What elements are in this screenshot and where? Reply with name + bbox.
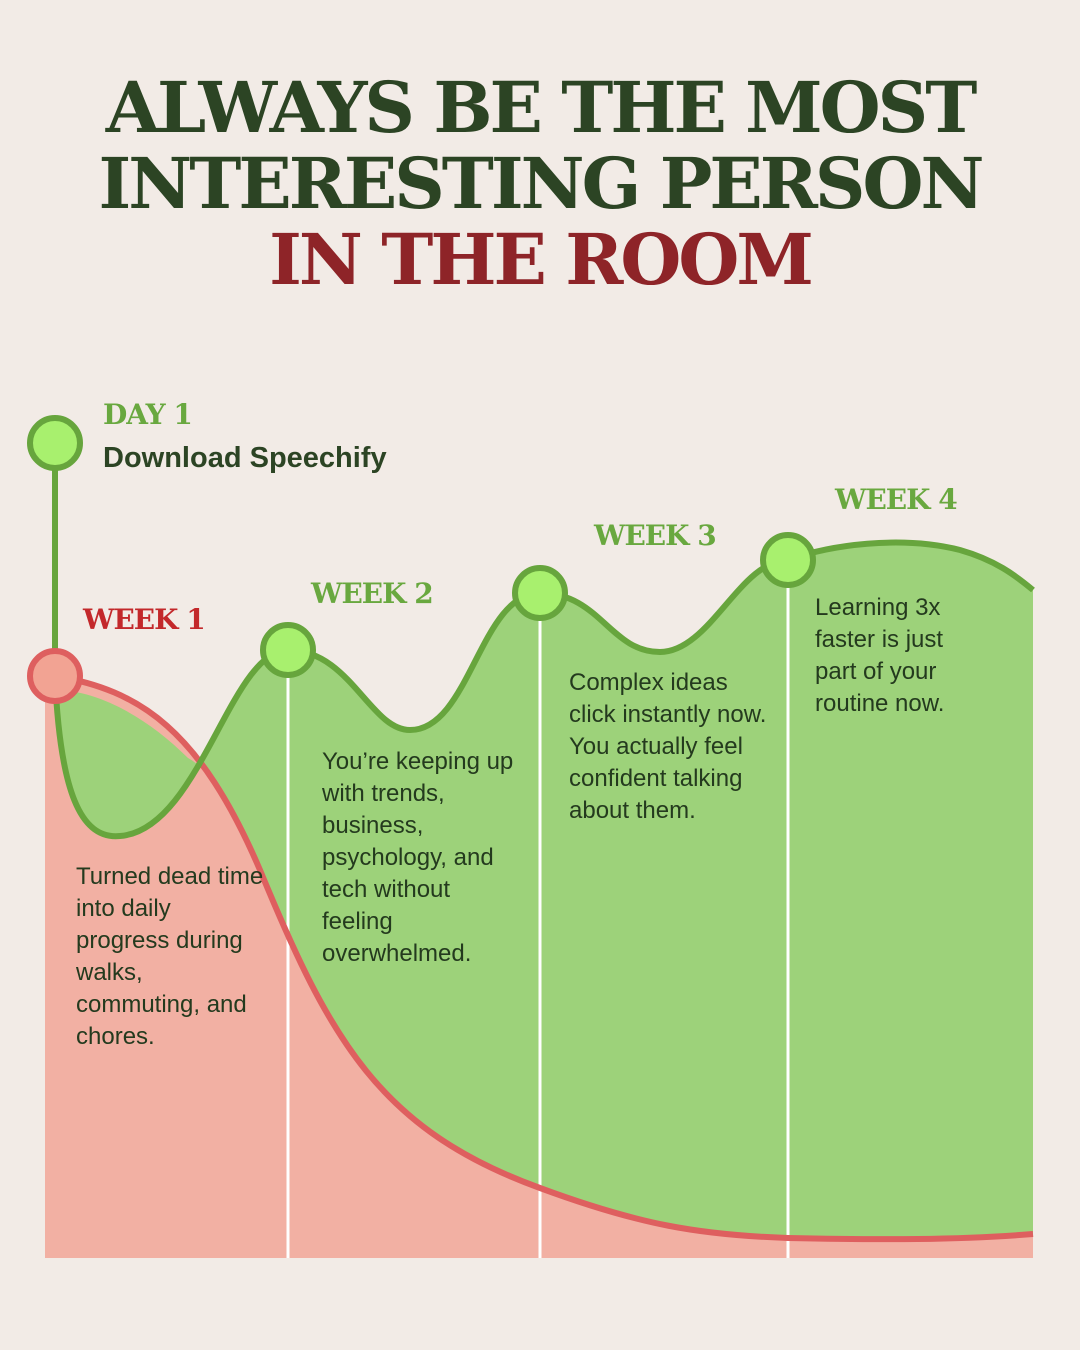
red-area — [45, 675, 1033, 1258]
day-1-description: Download Speechify — [103, 442, 387, 474]
day-1-label: DAY 1 — [103, 398, 193, 431]
red-curve — [54, 673, 1034, 1243]
title-line-3: IN THE ROOM — [269, 218, 814, 301]
week-4-description: Learning 3x faster is just part of your … — [815, 594, 945, 717]
week-2-dot — [260, 622, 316, 678]
title-line-2: INTERESTING PERSON — [98, 142, 985, 225]
week-3-description: Complex ideas click instantly now. You a… — [569, 669, 767, 824]
day-1-dot — [27, 415, 83, 471]
page-title: ALWAYS BE THE MOST INTERESTING PERSON IN… — [0, 70, 1080, 298]
week-2-description: You’re keeping up with trends, business,… — [322, 748, 514, 967]
week-1-description: Turned dead time into daily progress dur… — [76, 863, 264, 1050]
week-2-label: WEEK 2 — [311, 577, 434, 610]
week-3-dot — [512, 565, 568, 621]
week-3-label: WEEK 3 — [594, 519, 717, 552]
week-4-label: WEEK 4 — [835, 483, 958, 516]
green-curve — [52, 443, 1035, 840]
week-1-label: WEEK 1 — [83, 603, 206, 636]
title-line-1: ALWAYS BE THE MOST — [105, 66, 978, 149]
week-1-dot — [27, 648, 83, 704]
week-4-dot — [760, 532, 816, 588]
